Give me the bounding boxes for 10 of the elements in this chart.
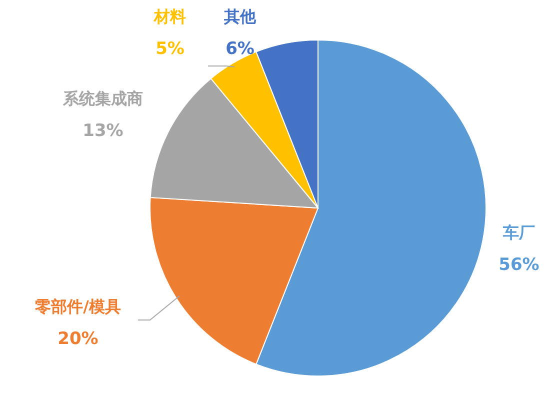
data-label: 13%	[82, 121, 124, 141]
slice-label: 零部件/模具	[34, 297, 121, 316]
slice-label: 系统集成商	[62, 89, 143, 108]
data-label: 5%	[156, 39, 184, 59]
data-label: 6%	[226, 39, 254, 59]
data-label: 20%	[58, 329, 98, 349]
slice-label: 材料	[153, 7, 186, 26]
data-label: 56%	[498, 255, 540, 275]
slice-label: 其他	[223, 7, 257, 26]
slice-label: 车厂	[502, 223, 535, 242]
